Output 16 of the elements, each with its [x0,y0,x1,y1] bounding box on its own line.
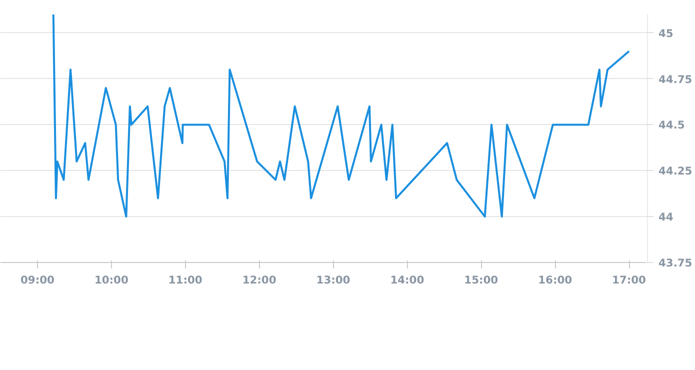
y-tick-label: 44.25 [658,164,692,178]
x-tick-label: 12:00 [242,274,276,286]
y-tick-label: 44.5 [658,118,685,132]
y-tick-label: 44 [658,210,674,224]
x-tick-label: 14:00 [390,274,424,286]
line-series [52,14,630,218]
x-tick-label: 11:00 [168,274,202,286]
x-tick-label: 09:00 [20,274,54,286]
x-tick-label: 15:00 [464,274,498,286]
x-tick-label: 13:00 [316,274,350,286]
x-tick-label: 10:00 [94,274,128,286]
x-tick-label: 16:00 [538,274,572,286]
y-tick-label: 43.75 [658,256,692,270]
y-tick-label: 44.75 [658,72,692,86]
y-tick-label: 45 [658,26,674,40]
x-tick-label: 17:00 [612,274,646,286]
